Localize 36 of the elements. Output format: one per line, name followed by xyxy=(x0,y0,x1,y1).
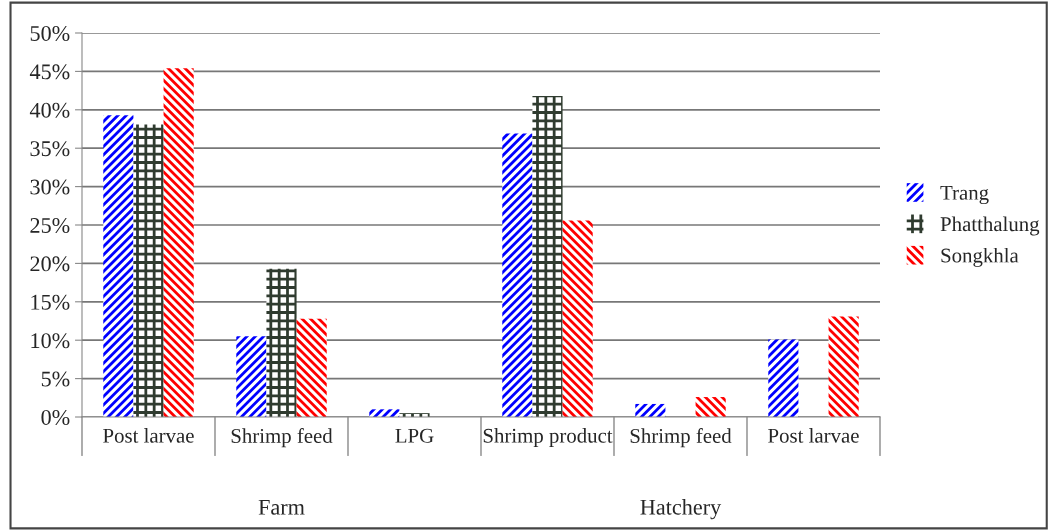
bar xyxy=(695,397,726,417)
y-tick-label: 20% xyxy=(30,256,70,272)
y-tick-label: 35% xyxy=(30,141,70,157)
bar xyxy=(163,68,194,417)
y-tick-label: 30% xyxy=(30,179,70,195)
x-tick-label: Shrimp feed xyxy=(231,428,333,448)
bar xyxy=(266,268,297,417)
bar xyxy=(635,403,666,417)
x-tick-label: Shrimp feed xyxy=(630,428,732,448)
legend-label: Phatthalung xyxy=(940,216,1040,236)
text: Farm xyxy=(258,499,305,515)
bar xyxy=(296,318,327,417)
y-tick-label: 25% xyxy=(30,217,70,233)
legend-label: Trang xyxy=(940,185,989,205)
bar xyxy=(236,336,267,417)
bar xyxy=(768,339,799,417)
bar xyxy=(502,133,533,417)
x-tick-label: LPG xyxy=(395,428,434,443)
text: Hatchery xyxy=(640,499,722,520)
bar xyxy=(532,95,563,417)
legend-label: Songkhla xyxy=(941,247,1019,267)
y-tick-label: 5% xyxy=(41,371,70,387)
bar xyxy=(103,115,134,417)
y-tick-label: 40% xyxy=(29,102,70,118)
x-tick-label: Shrimp product xyxy=(483,428,613,447)
bar xyxy=(562,220,593,417)
bar xyxy=(133,124,164,417)
y-tick-label: 45% xyxy=(29,64,70,80)
x-tick-label: Post larvae xyxy=(768,428,859,443)
y-tick-label: 50% xyxy=(30,25,70,41)
y-tick-label: 0% xyxy=(41,409,70,425)
bar xyxy=(828,316,859,417)
y-tick-label: 10% xyxy=(31,333,70,349)
bar xyxy=(369,409,400,417)
x-tick-label: Post larvae xyxy=(103,428,194,443)
y-tick-label: 15% xyxy=(31,294,70,310)
